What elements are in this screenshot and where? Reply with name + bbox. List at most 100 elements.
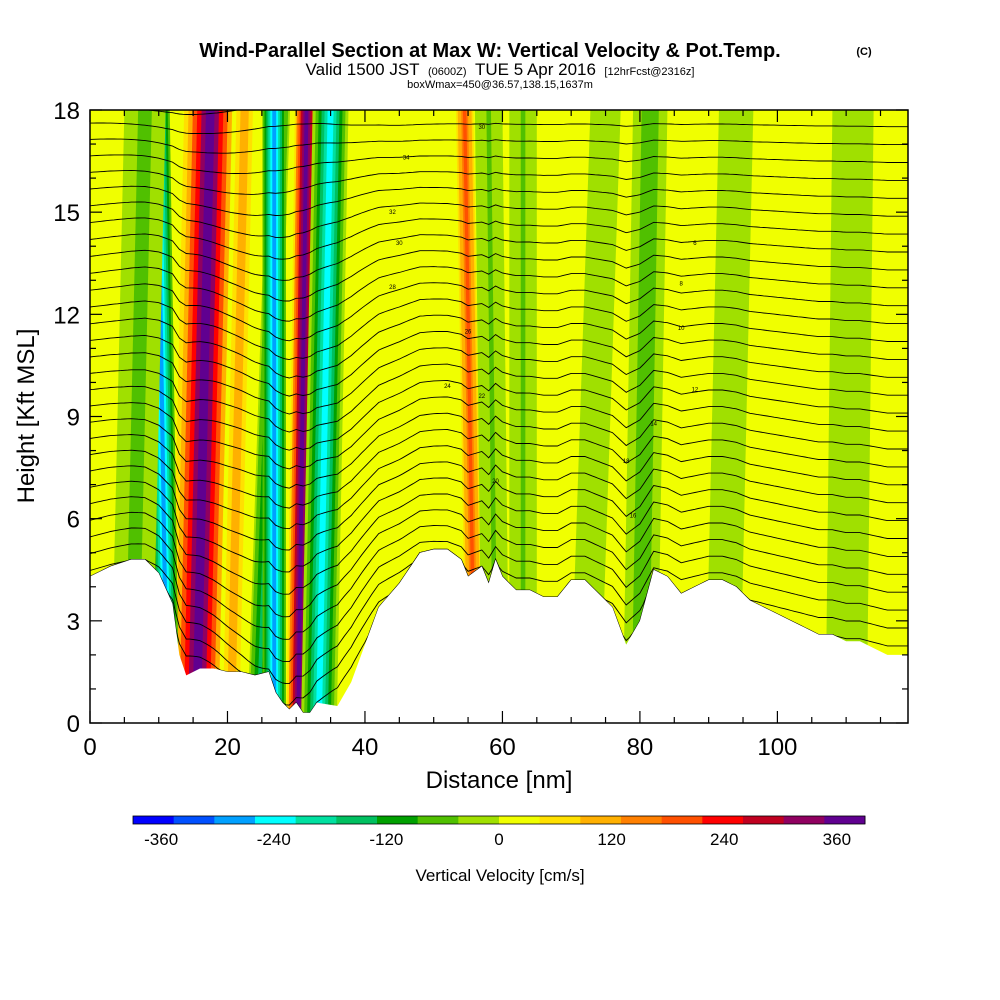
colorbar-swatch-5: [336, 816, 378, 824]
theta-contour-5: [90, 509, 908, 618]
colorbar-tick-label-1: -240: [257, 830, 291, 849]
y-tick-label-0: 0: [67, 711, 80, 738]
colorbar-swatch-13: [661, 816, 703, 824]
theta-contour-27: [90, 154, 908, 174]
theta-label-4: 28: [389, 285, 396, 291]
theta-contour-3: [90, 540, 908, 663]
theta-contour-8: [90, 461, 908, 551]
x-tick-label-0: 0: [83, 734, 96, 761]
velocity-band-3-level-5: [272, 110, 277, 723]
colorbar-frame: [132, 815, 866, 825]
chart-title-mark: (C): [856, 46, 872, 58]
theta-label-2: 32: [389, 210, 396, 216]
theta-contour-23: [90, 217, 908, 260]
colorbar: -360 -240 -120 0 120 240 360: [132, 815, 866, 849]
x-tick-label-100: 100: [757, 734, 797, 761]
theta-contour-19: [90, 282, 908, 342]
colorbar-tick-label-5: 240: [710, 830, 738, 849]
theta-contour-14: [90, 363, 908, 433]
theta-contour-29: [90, 122, 908, 135]
terrain-mask: [90, 549, 908, 723]
colorbar-swatch-14: [702, 816, 744, 824]
subtitle-fcst: [12hrFcst@2316z]: [604, 66, 694, 78]
chart-subtitle: Valid 1500 JST (0600Z) TUE 5 Apr 2016 [1…: [306, 60, 695, 79]
theta-contour-labels: 30 34 32 30 28 26 24 22 20 18 16 14 12 10 8 6: [389, 125, 699, 519]
subtitle-main: Valid 1500 JST: [306, 60, 420, 79]
colorbar-swatch-10: [539, 816, 581, 824]
colorbar-swatch-12: [621, 816, 663, 824]
y-axis-label: Height [Kft MSL]: [13, 329, 40, 504]
theta-contour-2: [90, 548, 908, 685]
y-tick-label-15: 15: [53, 200, 80, 227]
theta-label-0: 30: [478, 125, 485, 131]
theta-contour-13: [90, 380, 908, 451]
colorbar-swatch-2: [214, 816, 256, 824]
colorbar-swatch-4: [295, 816, 337, 824]
velocity-band-11-level-5: [582, 110, 609, 723]
y-tick-label-18: 18: [53, 98, 80, 125]
velocity-band-12-level-5: [637, 110, 654, 723]
colorbar-tick-label-3: 0: [494, 830, 503, 849]
velocity-band-13-level-5: [719, 110, 740, 723]
colorbar-label: Vertical Velocity [cm/s]: [415, 866, 584, 885]
theta-contour-10: [90, 429, 908, 509]
chart-title: Wind-Parallel Section at Max W: Vertical…: [199, 40, 780, 62]
theta-contour-4: [90, 525, 908, 640]
theta-contour-26: [90, 170, 908, 195]
x-tick-label-40: 40: [352, 734, 379, 761]
theta-label-3: 30: [396, 241, 403, 247]
colorbar-tick-label-6: 360: [823, 830, 851, 849]
theta-contour-6: [90, 493, 908, 595]
theta-contour-21: [90, 249, 908, 302]
x-axis-label: Distance [nm]: [426, 767, 573, 794]
y-axis: 0 3 6 9 12 15 18: [53, 98, 908, 738]
colorbar-swatch-1: [173, 816, 215, 824]
theta-label-13: 10: [678, 326, 685, 332]
theta-contour-16: [90, 331, 908, 397]
theta-label-7: 22: [478, 394, 485, 400]
theta-contour-25: [90, 185, 908, 216]
colorbar-swatch-17: [824, 816, 866, 824]
theta-label-1: 34: [403, 156, 410, 162]
colorbar-swatch-3: [255, 816, 297, 824]
velocity-band-4-level-5: [296, 110, 309, 723]
plot-area: 30 34 32 30 28 26 24 22 20 18 16 14 12 10 8 6: [90, 110, 908, 723]
subtitle-utc: (0600Z): [428, 66, 467, 78]
y-tick-label-12: 12: [53, 302, 80, 329]
theta-label-8: 20: [492, 479, 499, 485]
colorbar-swatch-6: [377, 816, 419, 824]
x-tick-label-60: 60: [489, 734, 516, 761]
colorbar-swatch-9: [499, 816, 541, 824]
theta-contour-15: [90, 347, 908, 415]
theta-label-5: 26: [465, 329, 472, 335]
theta-contour-1: [90, 548, 908, 706]
velocity-band-5-level-5: [315, 110, 334, 723]
x-tick-label-20: 20: [214, 734, 241, 761]
theta-contour-9: [90, 445, 908, 530]
velocity-band-14-level-5: [842, 110, 857, 723]
theta-contour-7: [90, 477, 908, 573]
theta-contour-11: [90, 412, 908, 489]
theta-label-9: 18: [623, 459, 630, 465]
y-tick-label-9: 9: [67, 405, 80, 432]
colorbar-swatch-15: [743, 816, 785, 824]
theta-contour-12: [90, 396, 908, 470]
theta-contour-17: [90, 314, 908, 379]
theta-contour-24: [90, 201, 908, 238]
theta-label-6: 24: [444, 384, 451, 390]
colorbar-swatch-8: [458, 816, 500, 824]
colorbar-tick-label-0: -360: [144, 830, 178, 849]
theta-label-11: 14: [650, 421, 657, 427]
x-axis: 0 20 40 60 80 100: [83, 110, 882, 761]
velocity-band-0-level-5: [192, 110, 215, 723]
theta-contour-22: [90, 233, 908, 281]
theta-label-15: 6: [693, 241, 697, 247]
theta-label-14: 8: [679, 282, 683, 288]
colorbar-swatch-0: [133, 816, 175, 824]
colorbar-tick-label-4: 120: [597, 830, 625, 849]
theta-contour-30: [143, 110, 240, 115]
velocity-band-6-level-5: [228, 110, 247, 723]
subtitle-date: TUE 5 Apr 2016: [475, 60, 596, 79]
y-tick-label-3: 3: [67, 609, 80, 636]
